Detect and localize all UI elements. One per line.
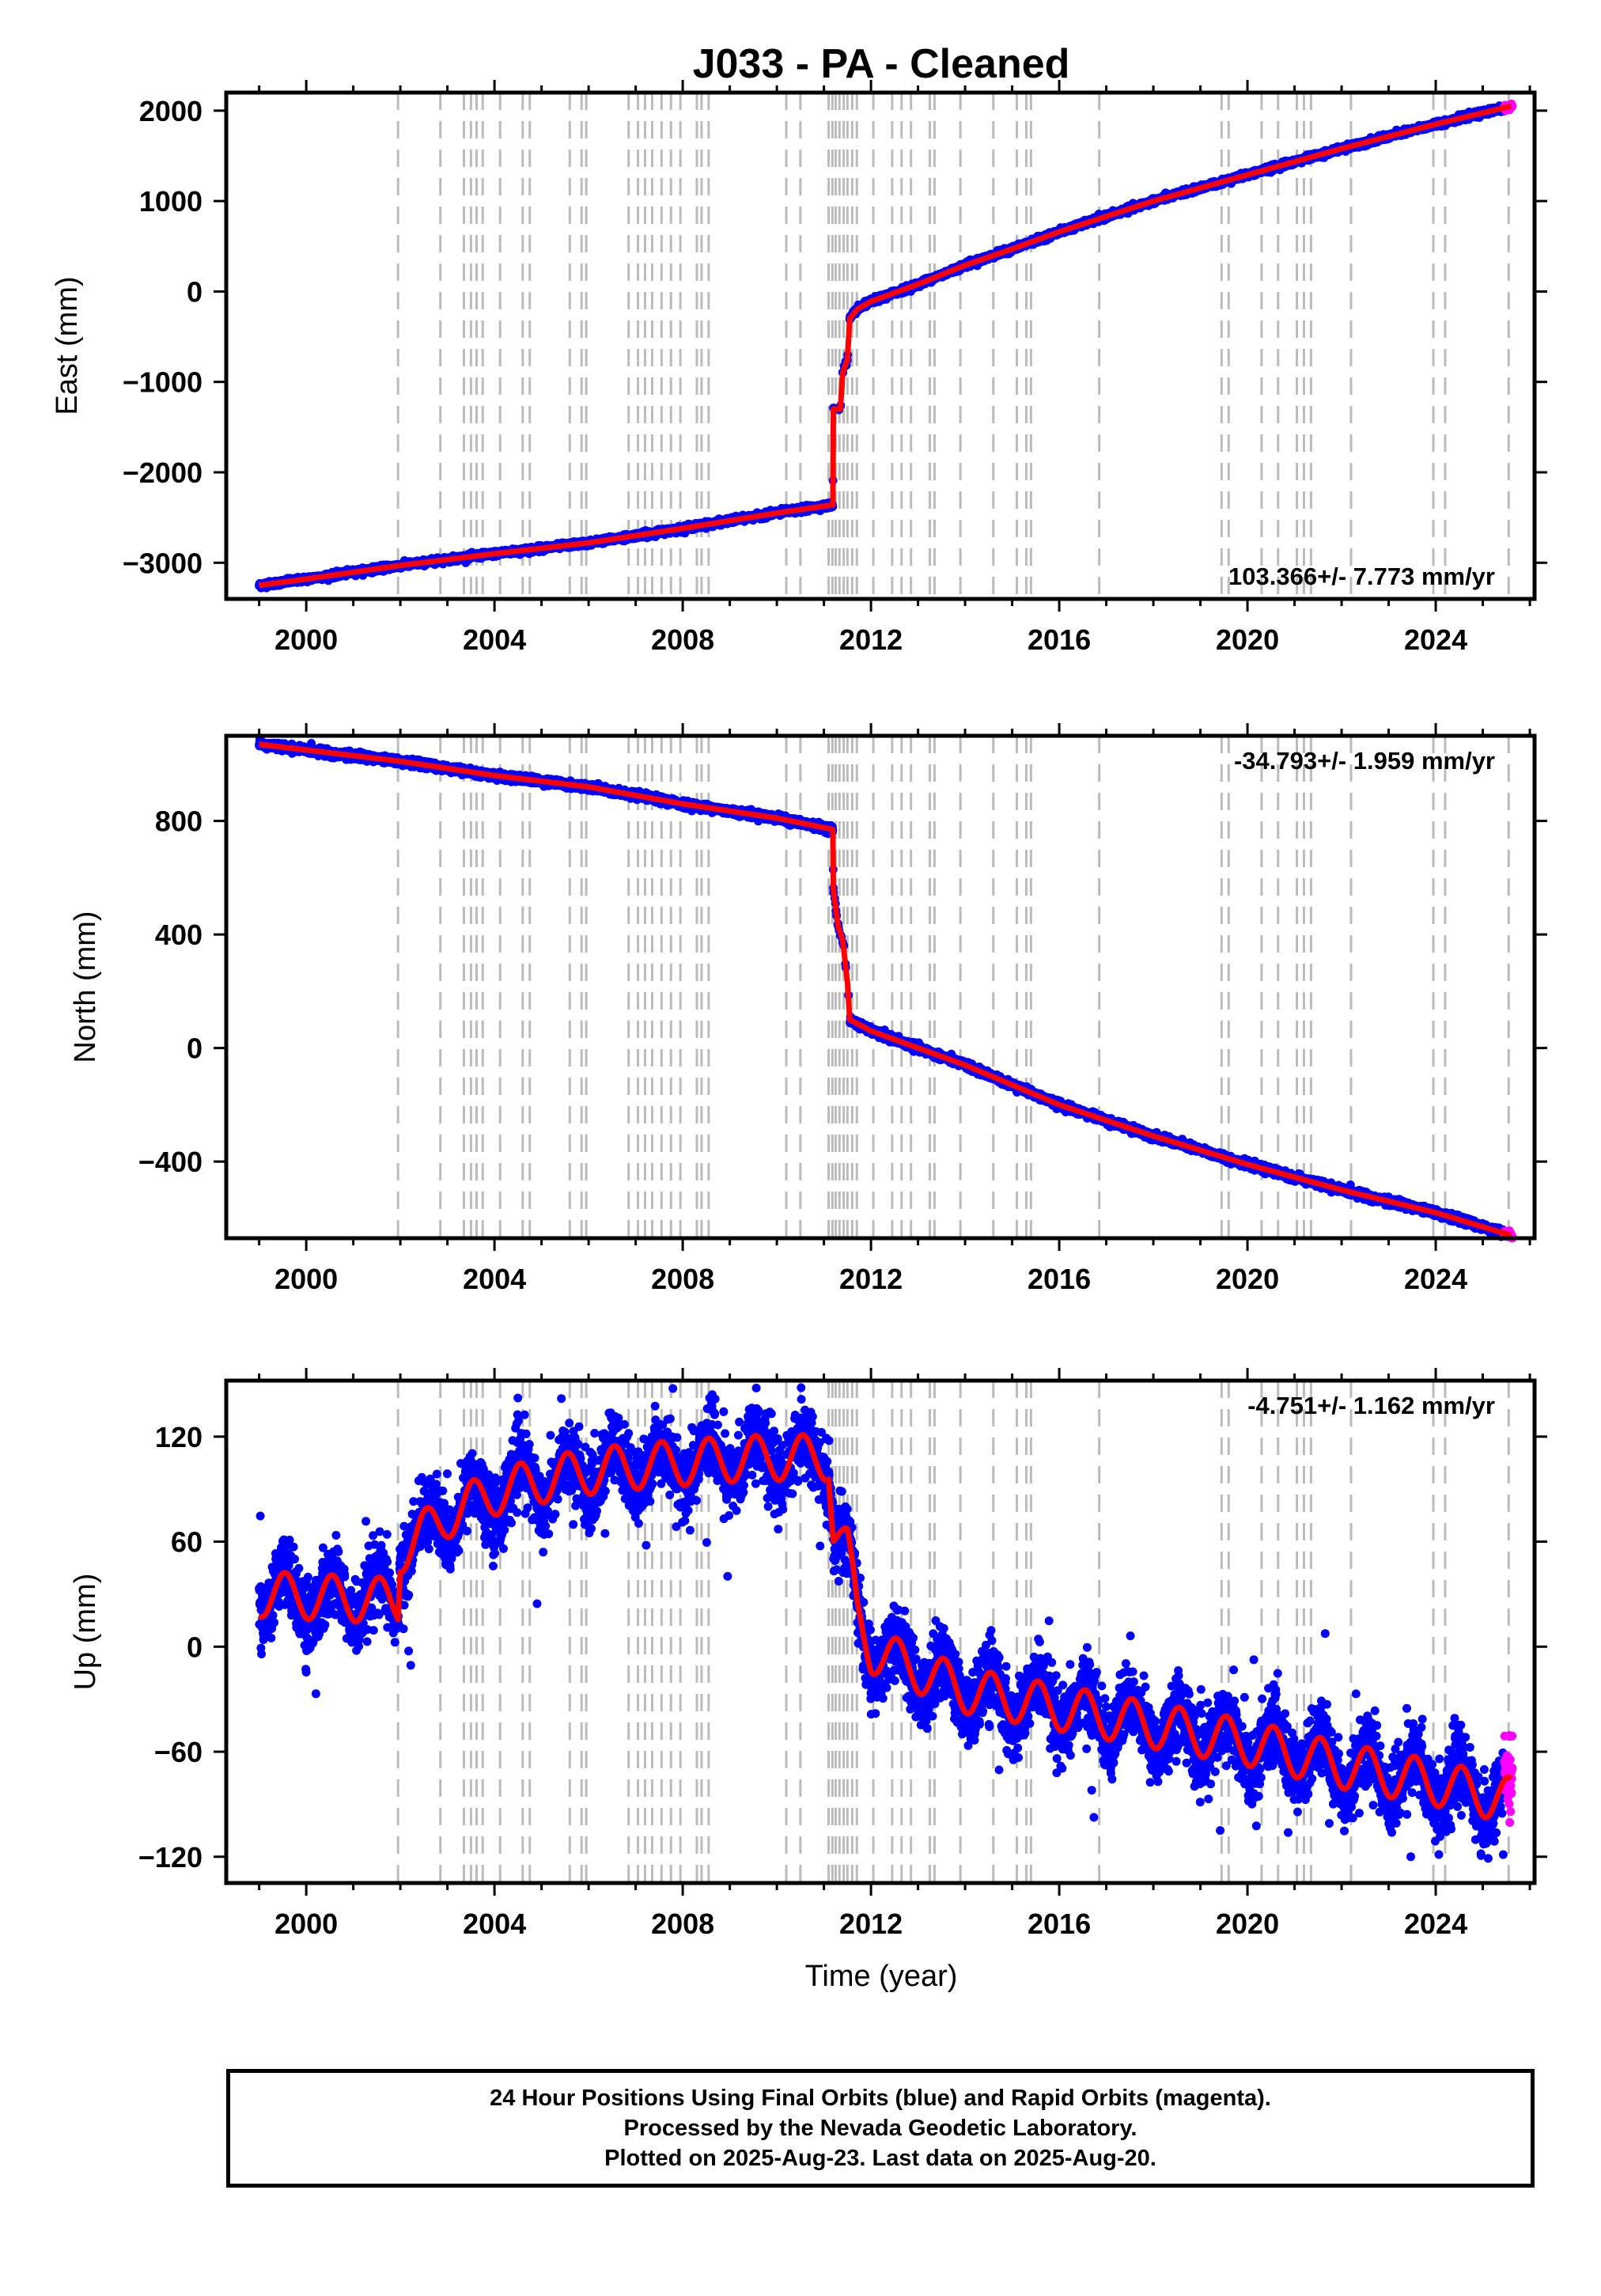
chart-title: J033 - PA - Cleaned xyxy=(693,41,1070,87)
figure: J033 - PA - Cleaned 2000 2004 2008 2012 2016… xyxy=(51,41,1547,1993)
panel-east: 2000 2004 2008 2012 2016 2020 2024−3000−2000−1… xyxy=(51,80,1547,656)
east-plot-area xyxy=(226,93,1535,599)
